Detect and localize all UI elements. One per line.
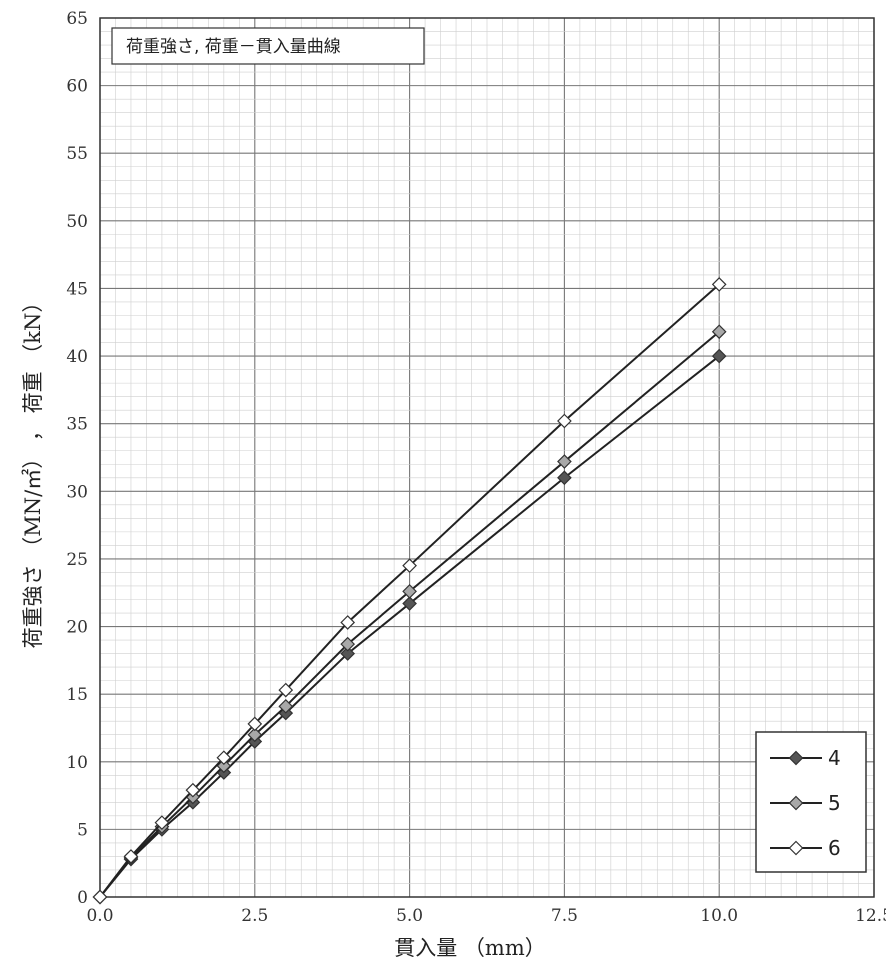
legend-item: 4 (770, 746, 841, 770)
y-tick-label: 50 (66, 212, 88, 232)
y-tick-label: 60 (66, 77, 88, 97)
x-tick-label: 7.5 (551, 906, 578, 926)
y-tick-label: 15 (66, 685, 88, 705)
legend-label: 6 (828, 836, 841, 860)
y-tick-label: 0 (77, 888, 88, 908)
data-point (247, 716, 263, 732)
data-point (185, 782, 201, 798)
data-point (340, 636, 356, 652)
legend-marker (788, 795, 804, 811)
data-point (216, 750, 232, 766)
legend: 4 5 6 (755, 731, 867, 873)
legend-item: 6 (770, 836, 841, 860)
legend-marker (788, 840, 804, 856)
legend-marker (788, 750, 804, 766)
x-tick-label: 10.0 (700, 906, 738, 926)
y-tick-label: 45 (66, 279, 88, 299)
data-point (340, 646, 356, 661)
data-point (711, 348, 727, 364)
x-axis-title: 貫入量 （mm） (394, 936, 546, 960)
data-point (402, 558, 417, 574)
x-tick-label: 12.5 (855, 906, 886, 926)
data-point (123, 849, 139, 864)
data-point (557, 413, 572, 429)
y-tick-label: 35 (66, 415, 88, 435)
legend-label: 4 (828, 746, 841, 770)
x-tick-label: 5.0 (396, 906, 423, 926)
y-tick-label: 10 (66, 753, 88, 773)
data-point (711, 277, 727, 292)
data-point (278, 698, 294, 714)
data-point (278, 682, 294, 698)
series-group (92, 277, 727, 905)
series-6 (92, 277, 727, 905)
plot-area (99, 17, 875, 898)
y-tick-label: 65 (66, 9, 88, 29)
data-point (340, 615, 356, 630)
data-point (402, 596, 417, 611)
y-tick-label: 40 (66, 347, 88, 367)
y-tick-label: 5 (77, 820, 88, 840)
tick-labels: 0.02.55.07.510.012.505101520253035404550… (66, 9, 886, 926)
data-point (557, 454, 572, 469)
data-point (92, 889, 108, 905)
chart-title-box: 荷重強さ, 荷重－貫入量曲線 (111, 27, 425, 65)
y-tick-label: 30 (66, 482, 88, 502)
data-point (557, 470, 572, 486)
legend-label: 5 (828, 791, 841, 815)
x-tick-label: 0.0 (86, 906, 113, 926)
y-axis-title: 荷重強さ （MN/㎡） ， 荷重 （kN） (21, 292, 45, 649)
chart-title: 荷重強さ, 荷重－貫入量曲線 (126, 37, 341, 57)
y-tick-label: 25 (66, 550, 88, 570)
x-tick-label: 2.5 (241, 906, 268, 926)
data-point (247, 727, 263, 743)
data-point (402, 584, 417, 599)
data-point (154, 815, 170, 830)
grid (99, 17, 875, 898)
y-tick-label: 55 (66, 144, 88, 164)
y-tick-label: 20 (66, 618, 88, 638)
data-point (711, 324, 727, 340)
legend-item: 5 (770, 791, 841, 815)
